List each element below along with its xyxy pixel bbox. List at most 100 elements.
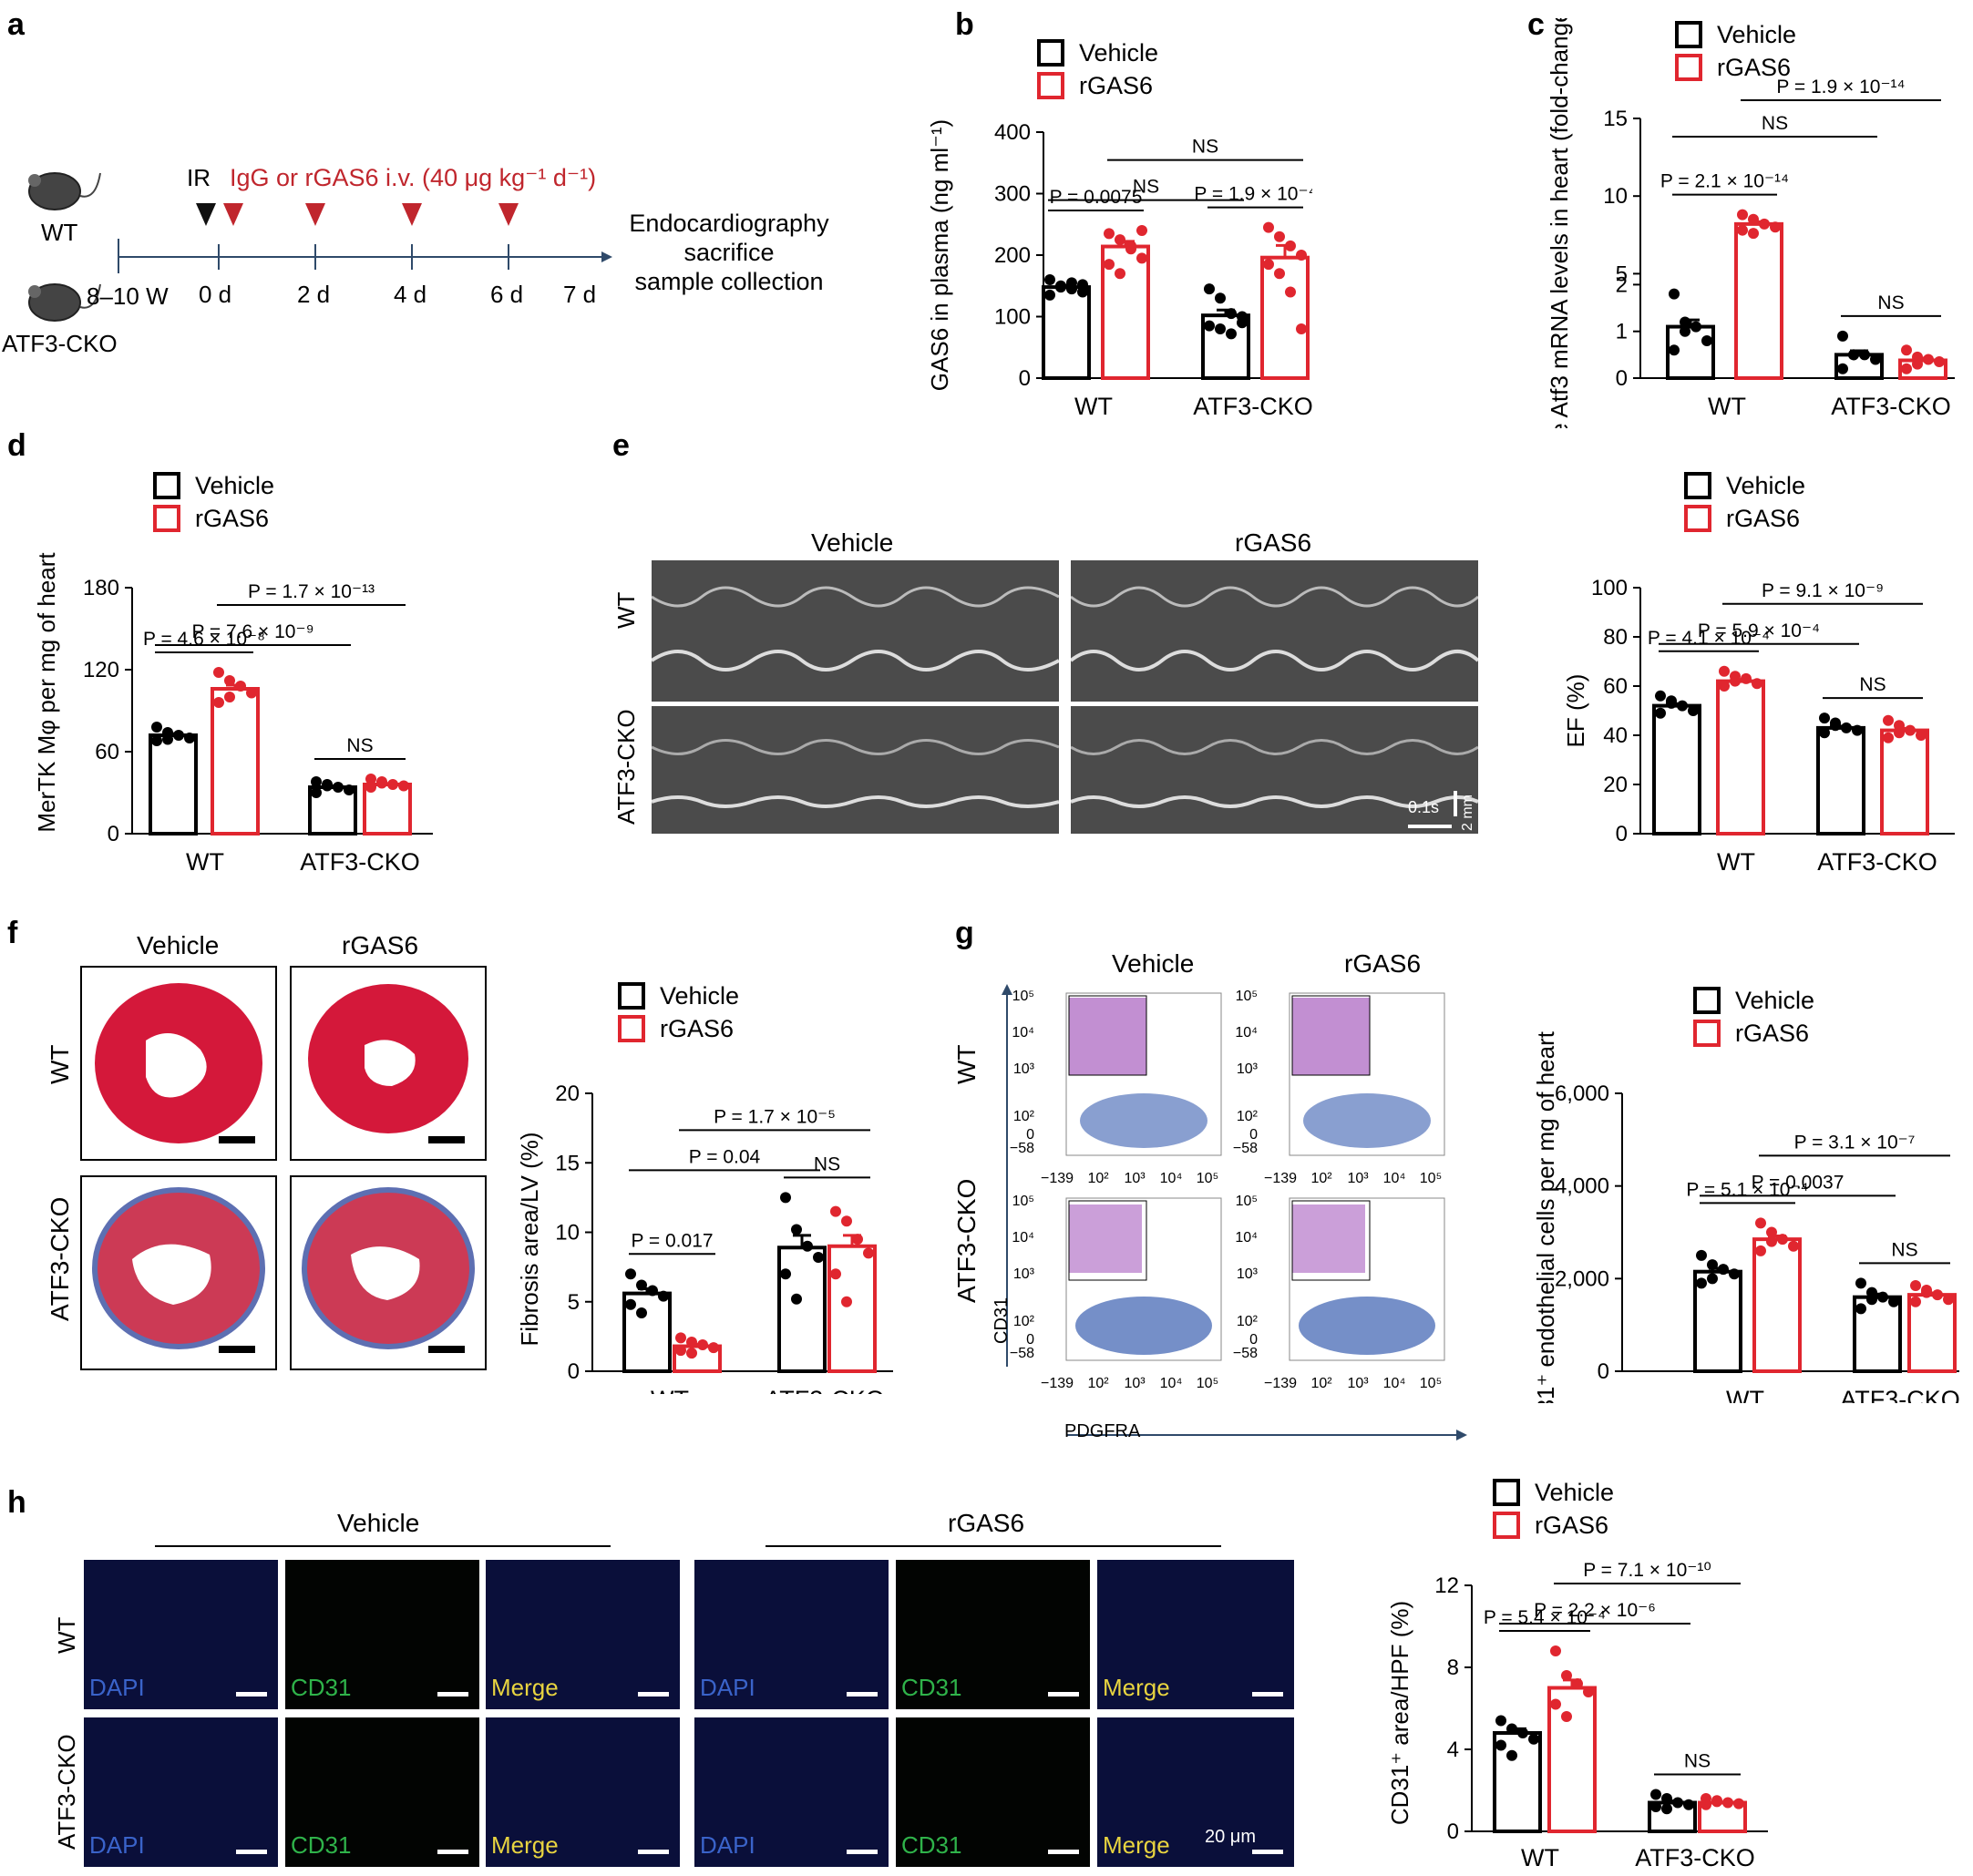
y-tick-label: 300: [994, 182, 1031, 207]
y-axis-label: Relative Atf3 mRNA levels in heart (fold…: [1546, 18, 1573, 428]
data-point: [1215, 292, 1226, 304]
echo-image-cko-vehicle: [652, 706, 1059, 834]
y-tick-label: 5: [1616, 261, 1628, 286]
svg-text:10²: 10²: [1310, 1171, 1332, 1186]
y-tick-label: 400: [994, 120, 1031, 145]
y-tick-label: 15: [1603, 107, 1628, 131]
y-tick-label: 15: [555, 1151, 580, 1175]
bar-rgas6-0: [1716, 679, 1765, 835]
if-col-rgas6: rGAS6: [948, 1509, 1025, 1537]
y-tick-label: 0: [568, 1359, 580, 1384]
data-point: [1683, 1799, 1694, 1810]
if-cko-rgas6-merge: Merge 20 μm: [1097, 1717, 1294, 1867]
significance-label: NS: [346, 735, 373, 756]
data-point: [162, 733, 173, 745]
flow-row-wt: WT: [952, 1044, 981, 1084]
legend-label-vehicle: Vehicle: [1735, 987, 1814, 1014]
panel-label-f: f: [7, 916, 18, 950]
svg-text:0: 0: [1026, 1127, 1034, 1143]
data-point: [1077, 279, 1088, 291]
significance-label: NS: [1684, 1751, 1711, 1772]
data-point: [686, 1348, 697, 1359]
legend-swatch-vehicle: [1675, 21, 1702, 48]
data-point: [184, 733, 195, 743]
panel-label-g: g: [955, 916, 974, 950]
data-point: [1669, 344, 1680, 356]
data-point: [1655, 690, 1666, 702]
ir-label: IR: [187, 164, 211, 191]
y-axis-label: Fibrosis area/LV (%): [516, 1132, 543, 1346]
if-col-vehicle: Vehicle: [337, 1509, 420, 1537]
significance-label: NS: [1891, 1239, 1917, 1260]
data-point: [1766, 1235, 1777, 1247]
data-point: [813, 1251, 824, 1263]
data-point: [1690, 321, 1701, 333]
svg-text:10⁴: 10⁴: [1012, 1025, 1034, 1041]
data-point: [1655, 707, 1666, 719]
data-point: [802, 1240, 813, 1252]
data-point: [398, 780, 409, 792]
svg-text:10⁴: 10⁴: [1160, 1171, 1183, 1186]
if-vehicle-bracket: [155, 1545, 611, 1547]
bar-rgas6-1: [1880, 728, 1929, 836]
significance-label: NS: [1877, 292, 1904, 313]
svg-text:10⁵: 10⁵: [1236, 989, 1258, 1004]
data-point: [1905, 724, 1916, 736]
data-point: [1688, 705, 1699, 716]
data-point: [686, 1336, 697, 1348]
chart-f-fibrosis: Vehicle rGAS6 0 5 10 15 20 Fibrosis area/LV (%)…: [516, 982, 893, 1394]
data-point: [1274, 231, 1285, 242]
data-point: [1894, 727, 1905, 739]
legend-label-vehicle: Vehicle: [660, 982, 739, 1010]
legend-swatch-rgas6: [1693, 1020, 1721, 1047]
echo-time-scale-bar: [1408, 825, 1452, 828]
legend-swatch-rgas6: [1684, 505, 1711, 532]
data-point: [1870, 354, 1881, 365]
svg-text:10³: 10³: [1347, 1171, 1369, 1186]
data-point: [780, 1192, 791, 1204]
bar-rgas6-1: [1907, 1293, 1957, 1373]
data-point: [1550, 1698, 1561, 1710]
bar-vehicle-1: [1816, 725, 1865, 835]
data-point: [1104, 228, 1115, 240]
data-point: [1729, 1268, 1740, 1280]
significance-label: P = 7.6 × 10⁻⁹: [191, 621, 313, 642]
echo-image-cko-rgas6: [1071, 706, 1478, 834]
svg-text:10⁴: 10⁴: [1383, 1171, 1406, 1186]
significance-label: NS: [814, 1153, 840, 1174]
data-point: [658, 1290, 669, 1302]
chart-d-mertk: Vehicle rGAS6 0 60 120 180 MerTK Mφ per mg of …: [33, 472, 433, 875]
significance-label: P = 9.1 × 10⁻⁹: [1762, 580, 1884, 601]
y-axis-label: CD31⁺ endothelial cells per mg of heart: [1532, 1030, 1559, 1403]
legend-swatch-rgas6: [618, 1015, 645, 1042]
y-tick-label: 100: [994, 305, 1031, 330]
y-axis-label: CD31⁺ area/HPF (%): [1386, 1601, 1413, 1825]
svg-text:10³: 10³: [1013, 1266, 1035, 1282]
if-wt-vehicle-merge: Merge: [486, 1560, 680, 1709]
heart-row-cko: ATF3-CKO: [46, 1196, 74, 1321]
data-point: [1701, 334, 1712, 346]
data-point: [1680, 325, 1690, 337]
data-point: [1561, 1670, 1572, 1681]
significance-label: P = 0.04: [689, 1146, 761, 1167]
data-point: [636, 1307, 647, 1318]
data-point: [311, 787, 322, 798]
data-point: [1136, 252, 1147, 264]
significance-label: P = 5.9 × 10⁻⁴: [1698, 620, 1820, 641]
data-point: [1819, 727, 1830, 739]
svg-text:10²: 10²: [1310, 1376, 1332, 1391]
data-point: [311, 776, 322, 787]
svg-text:10⁴: 10⁴: [1012, 1230, 1034, 1246]
data-point: [1901, 344, 1912, 356]
data-point: [1916, 730, 1927, 741]
significance-label: P = 2.2 × 10⁻⁶: [1534, 1600, 1656, 1621]
significance-label: P = 1.7 × 10⁻¹³: [248, 581, 375, 602]
data-point: [1528, 1733, 1539, 1745]
data-point: [1701, 1799, 1711, 1810]
data-point: [1696, 1249, 1707, 1261]
y-tick-label: 6,000: [1555, 1082, 1609, 1106]
y-axis-label: GAS6 in plasma (ng ml⁻¹): [926, 119, 953, 391]
data-point: [1719, 681, 1730, 692]
data-point: [224, 675, 235, 686]
x-tick-label: WT: [651, 1386, 689, 1394]
